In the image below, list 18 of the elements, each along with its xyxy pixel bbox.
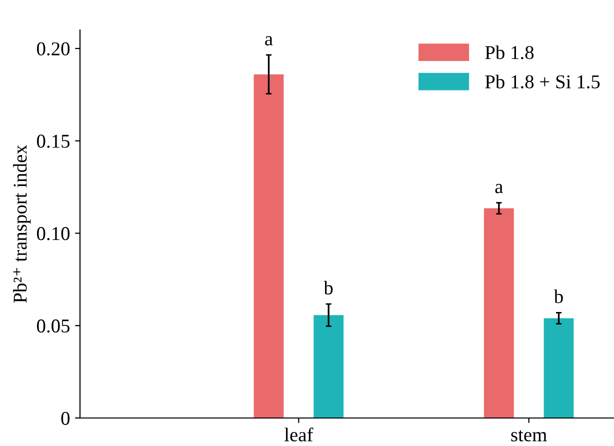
x-tick-label: leaf bbox=[284, 428, 314, 442]
x-tick-label: stem bbox=[511, 430, 547, 442]
legend-label: Pb 1.8 bbox=[485, 45, 534, 60]
bar bbox=[544, 318, 574, 418]
bar bbox=[254, 74, 284, 418]
legend-label: Pb 1.8 + Si 1.5 bbox=[485, 74, 600, 88]
y-tick-label: 0.20 bbox=[36, 42, 70, 56]
annotation: a bbox=[495, 184, 503, 194]
annotation: a bbox=[265, 36, 273, 46]
y-tick-label: 0.10 bbox=[36, 227, 70, 240]
bar bbox=[314, 315, 344, 418]
annotation: b bbox=[554, 289, 563, 304]
bar bbox=[484, 208, 514, 418]
y-tick-label: 0.15 bbox=[36, 134, 70, 148]
y-axis-title: Pb²⁺ transport index bbox=[13, 144, 31, 303]
y-tick-label: 0 bbox=[61, 412, 70, 425]
annotation: b bbox=[324, 280, 333, 294]
y-tick-label: 0.05 bbox=[36, 319, 70, 333]
